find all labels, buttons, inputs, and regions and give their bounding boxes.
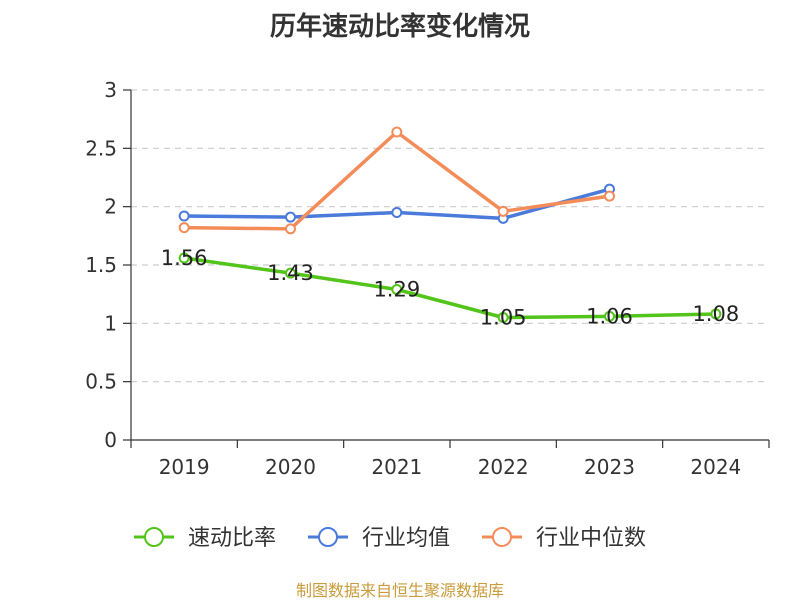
data-point [391, 284, 403, 295]
y-tick-label: 1.5 [85, 253, 117, 277]
data-point [178, 210, 190, 222]
legend-marker [144, 527, 164, 547]
legend-label: 行业中位数 [536, 526, 646, 551]
data-point [285, 211, 296, 223]
legend-marker [318, 527, 338, 547]
x-tick-label: 2022 [478, 455, 529, 479]
data-point [285, 223, 296, 235]
x-tick-label: 2020 [265, 455, 316, 479]
data-point [285, 267, 296, 279]
data-point [604, 310, 615, 322]
y-tick-label: 3 [104, 78, 117, 102]
y-tick-label: 2.5 [85, 136, 117, 160]
data-point [178, 222, 190, 234]
legend-label: 行业均值 [362, 526, 450, 551]
data-label: 1.05 [480, 306, 527, 330]
x-tick-label: 2021 [371, 455, 422, 479]
data-label: 1.29 [373, 278, 420, 302]
y-tick-label: 2 [104, 195, 117, 219]
data-point [497, 205, 509, 217]
source-note: 制图数据来自恒生聚源数据库 [295, 581, 504, 600]
data-point [710, 308, 722, 320]
legend-label: 速动比率 [188, 526, 276, 551]
data-point [178, 252, 190, 264]
x-tick-label: 2024 [690, 455, 741, 479]
y-tick-label: 0.5 [85, 370, 117, 394]
y-tick-label: 1 [104, 311, 117, 335]
data-point [391, 126, 403, 138]
data-label: 1.06 [586, 304, 633, 328]
data-label: 1.08 [692, 302, 739, 326]
chart-title: 历年速动比率变化情况 [269, 12, 530, 42]
data-point [604, 190, 615, 202]
data-point [391, 207, 403, 218]
series-line [183, 256, 716, 320]
x-tick-label: 2023 [584, 455, 635, 479]
data-label: 1.56 [161, 246, 208, 270]
legend-marker [492, 527, 512, 547]
data-point [497, 312, 509, 323]
data-label: 1.43 [267, 261, 314, 285]
y-tick-label: 0 [104, 428, 117, 452]
x-tick-label: 2019 [159, 455, 210, 479]
